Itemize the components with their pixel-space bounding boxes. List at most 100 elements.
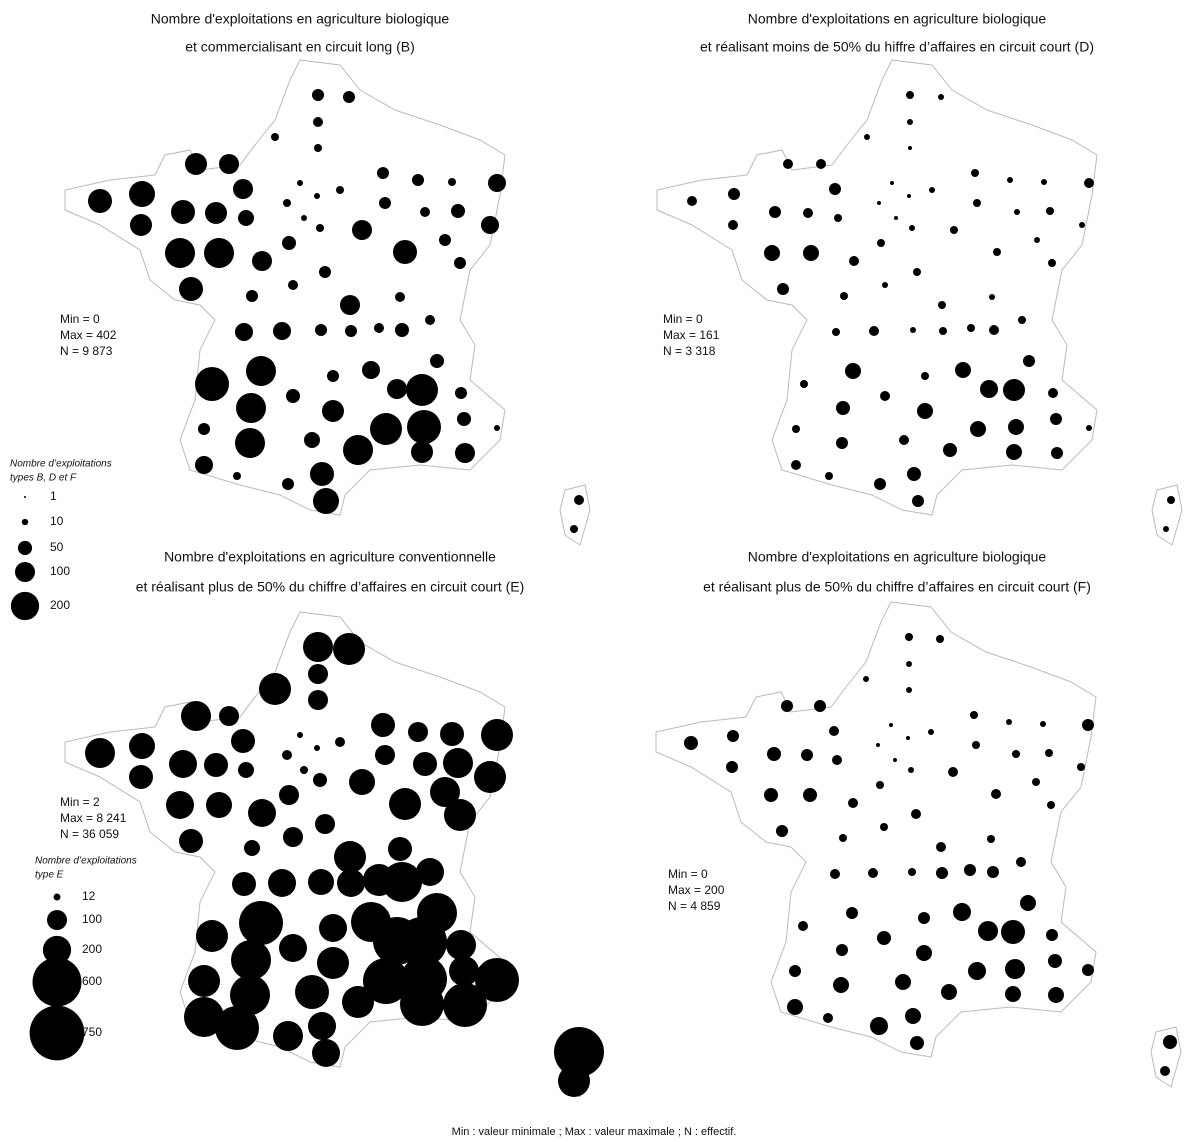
symbol bbox=[1048, 987, 1064, 1003]
symbol bbox=[295, 975, 329, 1009]
country-outline bbox=[64, 59, 506, 516]
symbol bbox=[412, 174, 424, 186]
symbol bbox=[728, 188, 740, 200]
legend-label: 200 bbox=[50, 598, 70, 612]
symbol bbox=[343, 435, 373, 465]
symbol bbox=[451, 204, 465, 218]
symbol bbox=[1012, 750, 1020, 758]
symbol bbox=[1001, 920, 1025, 944]
symbol bbox=[781, 700, 793, 712]
symbol bbox=[830, 869, 840, 879]
symbol bbox=[301, 215, 307, 221]
symbol bbox=[333, 633, 365, 665]
symbol bbox=[387, 379, 407, 399]
symbol bbox=[916, 945, 932, 961]
symbol bbox=[964, 864, 976, 876]
symbol bbox=[917, 403, 933, 419]
symbol bbox=[235, 428, 265, 458]
symbol bbox=[129, 181, 155, 207]
symbol bbox=[273, 1021, 303, 1051]
symbol bbox=[800, 380, 808, 388]
symbol bbox=[336, 186, 344, 194]
symbol bbox=[246, 356, 276, 386]
symbol bbox=[308, 1012, 336, 1040]
symbol bbox=[972, 741, 980, 749]
symbol bbox=[769, 206, 781, 218]
symbol bbox=[973, 199, 981, 207]
symbol bbox=[829, 726, 839, 736]
symbol bbox=[970, 421, 986, 437]
symbol bbox=[310, 462, 334, 486]
symbol bbox=[317, 947, 349, 979]
symbol bbox=[315, 814, 335, 834]
symbol bbox=[308, 690, 328, 710]
symbol bbox=[282, 750, 292, 760]
symbol bbox=[814, 700, 826, 712]
symbol bbox=[877, 239, 885, 247]
symbol bbox=[130, 214, 152, 236]
symbol bbox=[955, 362, 971, 378]
symbol bbox=[767, 747, 781, 761]
legend-label: 100 bbox=[50, 564, 70, 578]
symbol bbox=[1160, 1066, 1170, 1076]
symbol bbox=[880, 391, 890, 401]
symbol bbox=[430, 354, 444, 368]
symbol bbox=[205, 202, 227, 224]
symbol bbox=[475, 958, 519, 1002]
symbol bbox=[195, 367, 229, 401]
symbol bbox=[316, 224, 324, 232]
symbol bbox=[870, 1017, 888, 1035]
symbol bbox=[1048, 954, 1062, 968]
symbol bbox=[1006, 444, 1022, 460]
legend-label: 100 bbox=[82, 912, 102, 926]
symbol bbox=[936, 635, 944, 643]
symbol bbox=[297, 180, 303, 186]
symbol bbox=[764, 245, 780, 261]
symbol bbox=[388, 837, 412, 861]
symbol bbox=[570, 525, 578, 533]
symbol bbox=[993, 248, 1001, 256]
symbol bbox=[1048, 259, 1056, 267]
legend-symbol bbox=[15, 562, 35, 582]
legend-symbol bbox=[10, 591, 40, 621]
map-stat: Min = 0 bbox=[668, 867, 708, 881]
symbol bbox=[825, 472, 833, 480]
symbol bbox=[1163, 1035, 1177, 1049]
symbol bbox=[188, 965, 220, 997]
symbol bbox=[322, 400, 344, 422]
map-stat: Max = 200 bbox=[668, 883, 725, 897]
symbol bbox=[918, 912, 930, 924]
legend-symbol bbox=[42, 935, 72, 965]
symbol bbox=[1086, 425, 1092, 431]
symbol bbox=[893, 758, 897, 762]
symbol bbox=[971, 169, 979, 177]
corsica-outline bbox=[1150, 1026, 1182, 1088]
symbol bbox=[1018, 316, 1026, 324]
symbol bbox=[789, 965, 801, 977]
symbol bbox=[832, 328, 840, 336]
symbol bbox=[1007, 177, 1013, 183]
map bbox=[656, 59, 1183, 546]
symbol bbox=[312, 1039, 340, 1067]
symbol bbox=[425, 315, 435, 325]
symbol bbox=[1016, 857, 1026, 867]
symbol bbox=[1032, 778, 1040, 786]
symbol bbox=[953, 903, 971, 921]
symbol bbox=[874, 478, 886, 490]
symbol bbox=[798, 921, 808, 931]
symbol bbox=[906, 91, 914, 99]
symbol bbox=[455, 443, 475, 463]
symbol bbox=[494, 425, 500, 431]
symbol bbox=[1046, 929, 1058, 941]
symbol bbox=[906, 661, 912, 667]
map bbox=[64, 611, 604, 1098]
symbol bbox=[849, 256, 859, 266]
symbol bbox=[876, 743, 880, 747]
symbol bbox=[991, 789, 1001, 799]
symbol bbox=[314, 144, 322, 152]
symbol bbox=[315, 324, 327, 336]
symbol bbox=[1079, 222, 1085, 228]
symbol bbox=[574, 495, 584, 505]
legend-title: Nombre d’exploitations bbox=[35, 856, 137, 867]
symbol bbox=[1082, 719, 1094, 731]
